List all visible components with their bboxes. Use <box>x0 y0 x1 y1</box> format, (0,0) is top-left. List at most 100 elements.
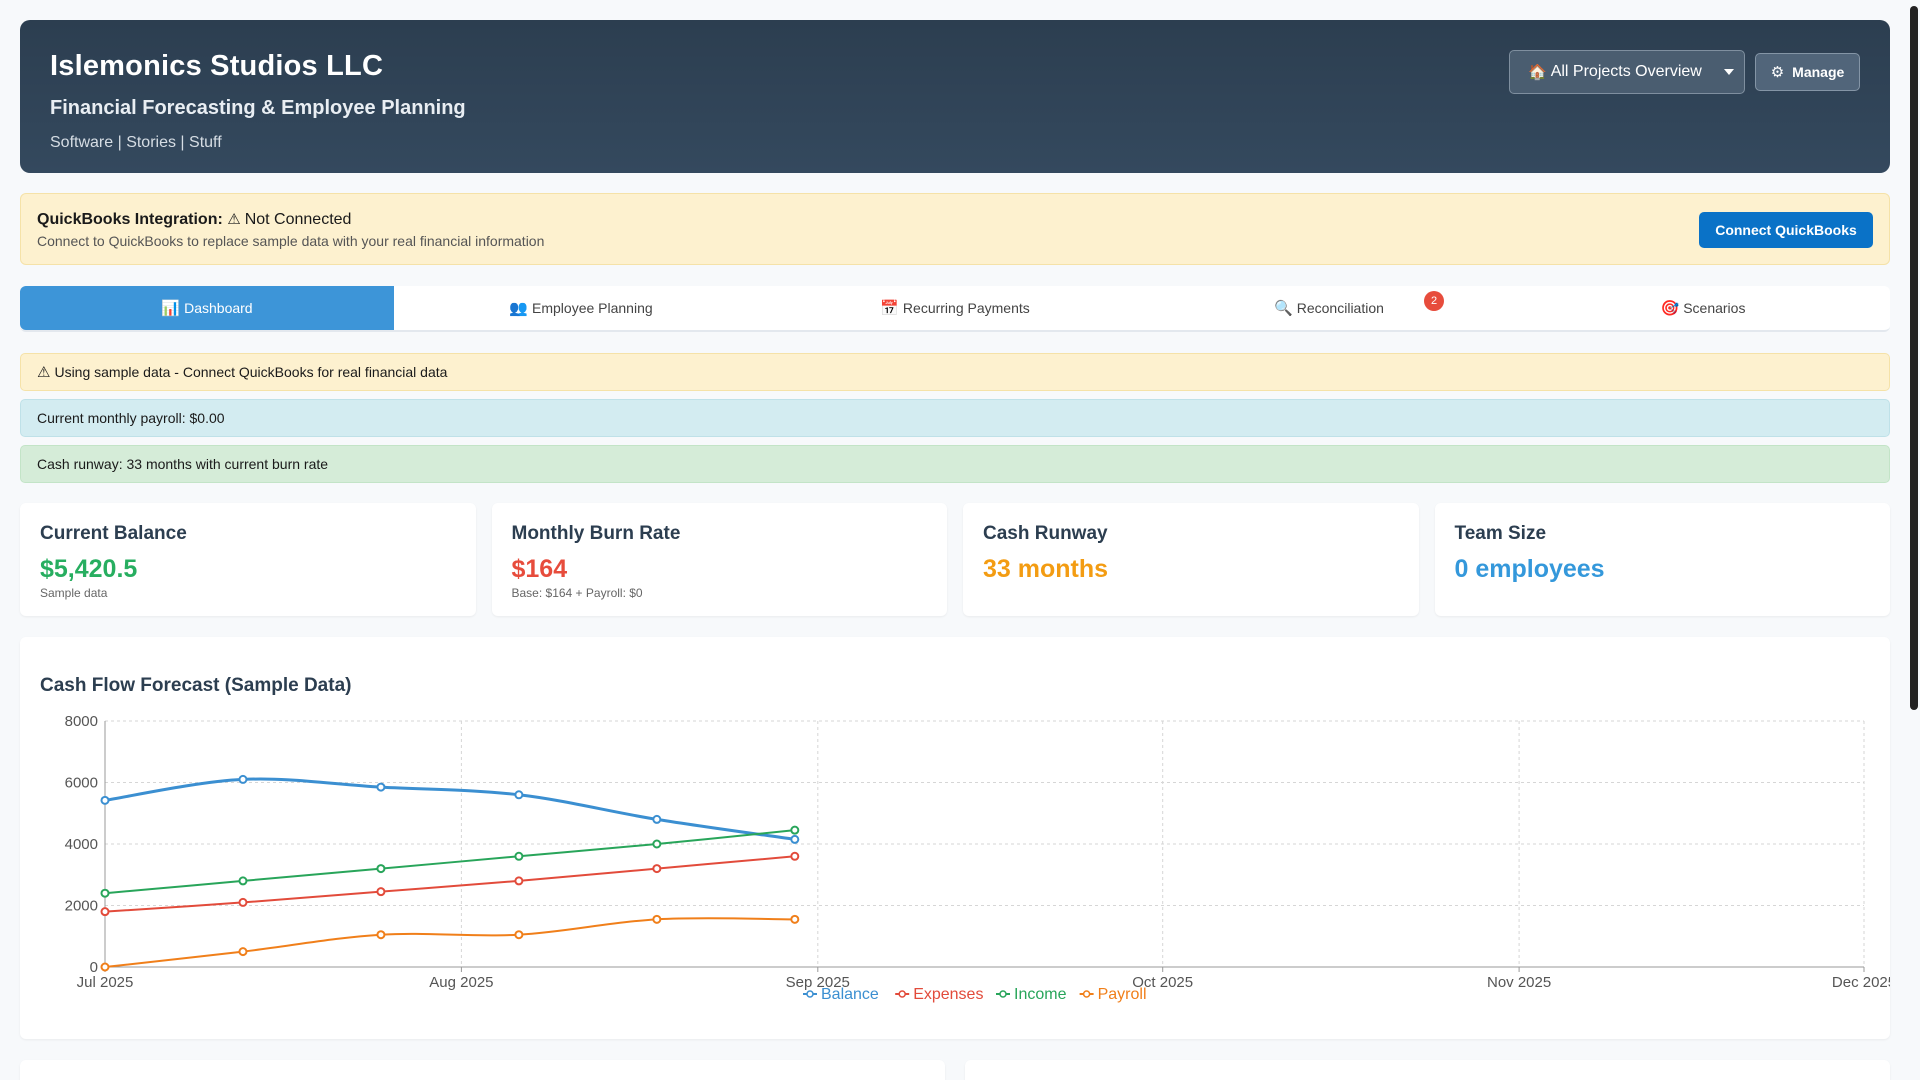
main-tabs: 📊 Dashboard 👥 Employee Planning 📅 Recurring… <box>20 286 1890 332</box>
people-icon: 👥 <box>509 299 529 317</box>
data-point-income <box>376 864 386 874</box>
bottom-panel-left <box>20 1060 945 1080</box>
x-tick-label: Sep 2025 <box>786 974 850 991</box>
tab-reconciliation[interactable]: 🔍 Reconciliation 2 <box>1142 286 1516 330</box>
reconciliation-badge: 2 <box>1424 291 1444 311</box>
quickbooks-status-line: QuickBooks Integration: ⚠ Not Connected <box>37 210 1873 229</box>
gear-icon: ⚙ <box>1770 63 1785 81</box>
card-label: Cash Runway <box>983 523 1108 544</box>
tab-employee-planning[interactable]: 👥 Employee Planning <box>394 286 768 330</box>
calendar-icon: 📅 <box>880 299 899 317</box>
bottom-panel-right <box>965 1060 1890 1080</box>
cash-flow-chart-card: Cash Flow Forecast (Sample Data) 0 2000 40… <box>20 637 1890 1039</box>
series-line-balance <box>104 777 796 841</box>
x-tick-label: Nov 2025 <box>1487 974 1551 991</box>
data-point-income <box>514 851 524 861</box>
chart-title: Cash Flow Forecast (Sample Data) <box>40 675 352 696</box>
legend-marker <box>806 990 814 998</box>
app-header: Islemonics Studios LLC Financial Forecas… <box>20 20 1890 173</box>
legend-label: Payroll <box>1098 986 1147 1003</box>
data-point-payroll <box>790 914 800 924</box>
chart-icon: 📊 <box>161 299 181 317</box>
card-label: Monthly Burn Rate <box>511 523 681 544</box>
runway-alert: Cash runway: 33 months with current burn… <box>20 445 1890 483</box>
quickbooks-label: QuickBooks Integration: <box>37 211 223 228</box>
manage-button[interactable]: ⚙ Manage <box>1755 53 1860 91</box>
tab-scenarios[interactable]: 🎯 Scenarios <box>1516 286 1890 330</box>
tab-label: Scenarios <box>1683 300 1746 316</box>
tab-label: Recurring Payments <box>902 300 1030 316</box>
series-line-payroll <box>104 917 795 968</box>
legend-marker <box>1082 990 1091 998</box>
y-tick-label: 4000 <box>65 836 98 853</box>
tab-dashboard[interactable]: 📊 Dashboard <box>20 286 394 330</box>
project-select-value: All Projects Overview <box>1550 63 1702 80</box>
tab-label: Reconciliation <box>1296 300 1384 316</box>
company-title: Islemonics Studios LLC <box>50 50 384 82</box>
card-note: Sample data <box>40 586 108 600</box>
data-point-expenses <box>790 851 800 861</box>
cash-runway-card: Cash Runway 33 months <box>963 503 1419 616</box>
data-point-payroll <box>514 930 524 940</box>
x-tick-label: Dec 2025 <box>1832 974 1890 991</box>
target-icon: 🎯 <box>1660 299 1680 317</box>
payroll-alert: Current monthly payroll: $0.00 <box>20 399 1890 437</box>
card-value: 0 employees <box>1454 555 1605 583</box>
house-icon: 🏠 <box>1528 63 1547 81</box>
burn-rate-card: Monthly Burn Rate $164 Base: $164 + Payr… <box>491 503 947 616</box>
tab-label: Dashboard <box>184 300 253 316</box>
data-point-payroll <box>652 914 662 924</box>
y-tick-label: 6000 <box>65 775 98 792</box>
data-point-payroll <box>376 930 386 940</box>
data-point-balance <box>376 782 386 792</box>
tab-recurring-payments[interactable]: 📅 Recurring Payments <box>768 286 1142 330</box>
data-point-income <box>100 888 110 898</box>
card-value: $5,420.5 <box>40 555 138 583</box>
quickbooks-banner: QuickBooks Integration: ⚠ Not Connected C… <box>20 193 1890 265</box>
company-tagline: Software | Stories | Stuff <box>50 134 222 151</box>
data-point-expenses <box>514 876 524 886</box>
data-point-balance <box>790 834 800 844</box>
data-point-expenses <box>376 887 386 897</box>
data-point-payroll <box>100 962 110 972</box>
project-select[interactable]: 🏠 All Projects Overview <box>1509 50 1745 94</box>
y-tick-label: 0 <box>90 959 98 976</box>
data-point-payroll <box>238 947 248 957</box>
data-point-income <box>652 839 662 849</box>
x-tick-label: Jul 2025 <box>77 974 134 991</box>
sample-data-alert-text: Using sample data - Connect QuickBooks f… <box>54 364 448 380</box>
data-point-balance <box>652 814 662 824</box>
legend-marker <box>999 990 1007 998</box>
cash-flow-chart: 0 2000 4000 6000 8000 Jul 2025 Aug 2025 Sep 202… <box>65 713 1890 1003</box>
manage-label: Manage <box>1792 64 1845 80</box>
current-balance-card: Current Balance $5,420.5 Sample data <box>20 503 476 616</box>
y-tick-label: 2000 <box>65 898 98 915</box>
magnifier-icon: 🔍 <box>1274 299 1293 317</box>
chevron-down-icon <box>1724 69 1734 75</box>
warning-icon: ⚠ <box>37 363 51 381</box>
card-label: Current Balance <box>40 523 187 544</box>
card-value: $164 <box>511 555 568 583</box>
data-point-income <box>238 876 248 886</box>
data-point-expenses <box>652 864 662 874</box>
bottom-panels <box>20 1060 1890 1080</box>
legend-marker <box>898 990 906 998</box>
data-point-balance <box>100 795 110 805</box>
warning-icon: ⚠ <box>227 210 241 228</box>
series-line-expenses <box>104 855 795 913</box>
card-note: Base: $164 + Payroll: $0 <box>511 586 643 600</box>
sample-data-alert: ⚠ Using sample data - Connect QuickBooks … <box>20 353 1890 391</box>
app-subtitle: Financial Forecasting & Employee Plannin… <box>50 97 466 119</box>
tab-label: Employee Planning <box>532 300 653 316</box>
data-point-balance <box>514 790 524 800</box>
data-point-balance <box>238 774 248 784</box>
page-scrollbar[interactable] <box>1910 6 1918 710</box>
data-point-expenses <box>100 907 110 917</box>
data-point-expenses <box>238 897 248 907</box>
series-line-income <box>104 829 795 895</box>
header-actions: 🏠 All Projects Overview ⚙ Manage <box>1509 50 1860 94</box>
connect-quickbooks-button[interactable]: Connect QuickBooks <box>1699 212 1873 248</box>
main-content: Islemonics Studios LLC Financial Forecas… <box>20 20 1890 1080</box>
card-value: 33 months <box>983 555 1109 583</box>
